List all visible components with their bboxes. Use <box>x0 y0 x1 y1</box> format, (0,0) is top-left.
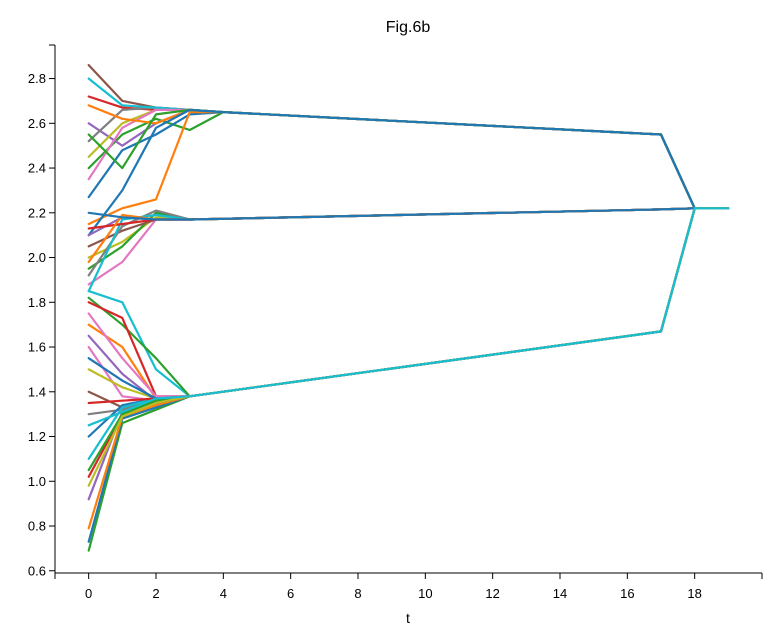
series-line-35 <box>87 207 730 438</box>
series-line-43 <box>87 207 730 487</box>
y-tick-label: 0.8 <box>28 519 46 534</box>
series-line-31 <box>87 207 730 402</box>
series-line-12 <box>87 108 730 237</box>
x-axis-ticks: 0 2 4 6 8 10 12 14 16 18 <box>54 573 763 601</box>
y-tick-label: 2.2 <box>28 205 46 220</box>
series-line-38 <box>87 207 730 402</box>
series-line-8 <box>87 77 730 210</box>
series-line-37 <box>87 207 730 460</box>
x-tick-label: 10 <box>418 586 432 601</box>
x-axis-label: t <box>406 610 410 626</box>
x-tick-label: 6 <box>287 586 294 601</box>
x-tick-label: 2 <box>152 586 159 601</box>
series-line-41 <box>87 207 730 398</box>
series-line-36 <box>87 207 730 400</box>
y-tick-label: 1.8 <box>28 295 46 310</box>
series-line-42 <box>87 207 730 400</box>
series-line-3 <box>87 63 730 210</box>
x-tick-label: 4 <box>220 586 227 601</box>
series-line-34 <box>87 207 730 416</box>
series-line-40 <box>87 207 730 472</box>
series-line-44 <box>87 207 730 427</box>
y-tick-label: 1.4 <box>28 384 46 399</box>
y-tick-label: 0.6 <box>28 563 46 578</box>
y-tick-label: 1.6 <box>28 340 46 355</box>
series-line-28 <box>87 207 730 398</box>
series-line-24 <box>87 207 730 543</box>
series-line-30 <box>87 207 730 398</box>
x-tick-label: 16 <box>620 586 634 601</box>
y-tick-label: 1.2 <box>28 429 46 444</box>
y-tick-label: 1.0 <box>28 474 46 489</box>
x-tick-label: 14 <box>553 586 567 601</box>
x-tick-label: 8 <box>354 586 361 601</box>
series-line-33 <box>87 207 730 409</box>
y-axis-ticks: 0.6 0.8 1.0 1.2 1.4 1.6 1.8 2.0 2.2 2.4 2.6 2.8 <box>28 44 55 578</box>
series-line-19 <box>87 207 730 293</box>
series-line-23 <box>87 207 730 552</box>
y-tick-label: 2.6 <box>28 116 46 131</box>
x-tick-label: 12 <box>485 586 499 601</box>
x-tick-label: 18 <box>687 586 701 601</box>
y-tick-label: 2.8 <box>28 71 46 86</box>
series-line-26 <box>87 207 730 478</box>
series-line-25 <box>87 207 730 530</box>
y-tick-label: 2.0 <box>28 250 46 265</box>
series-line-39 <box>87 207 730 405</box>
axes-layer <box>54 45 762 574</box>
series-line-32 <box>87 207 730 400</box>
series-layer <box>87 63 730 552</box>
series-line-21 <box>87 207 730 264</box>
chart-title: Fig.6b <box>386 19 431 36</box>
y-tick-label: 2.4 <box>28 161 46 176</box>
series-line-13 <box>87 207 730 237</box>
series-line-27 <box>87 207 730 501</box>
x-tick-label: 0 <box>85 586 92 601</box>
series-line-29 <box>87 207 730 398</box>
